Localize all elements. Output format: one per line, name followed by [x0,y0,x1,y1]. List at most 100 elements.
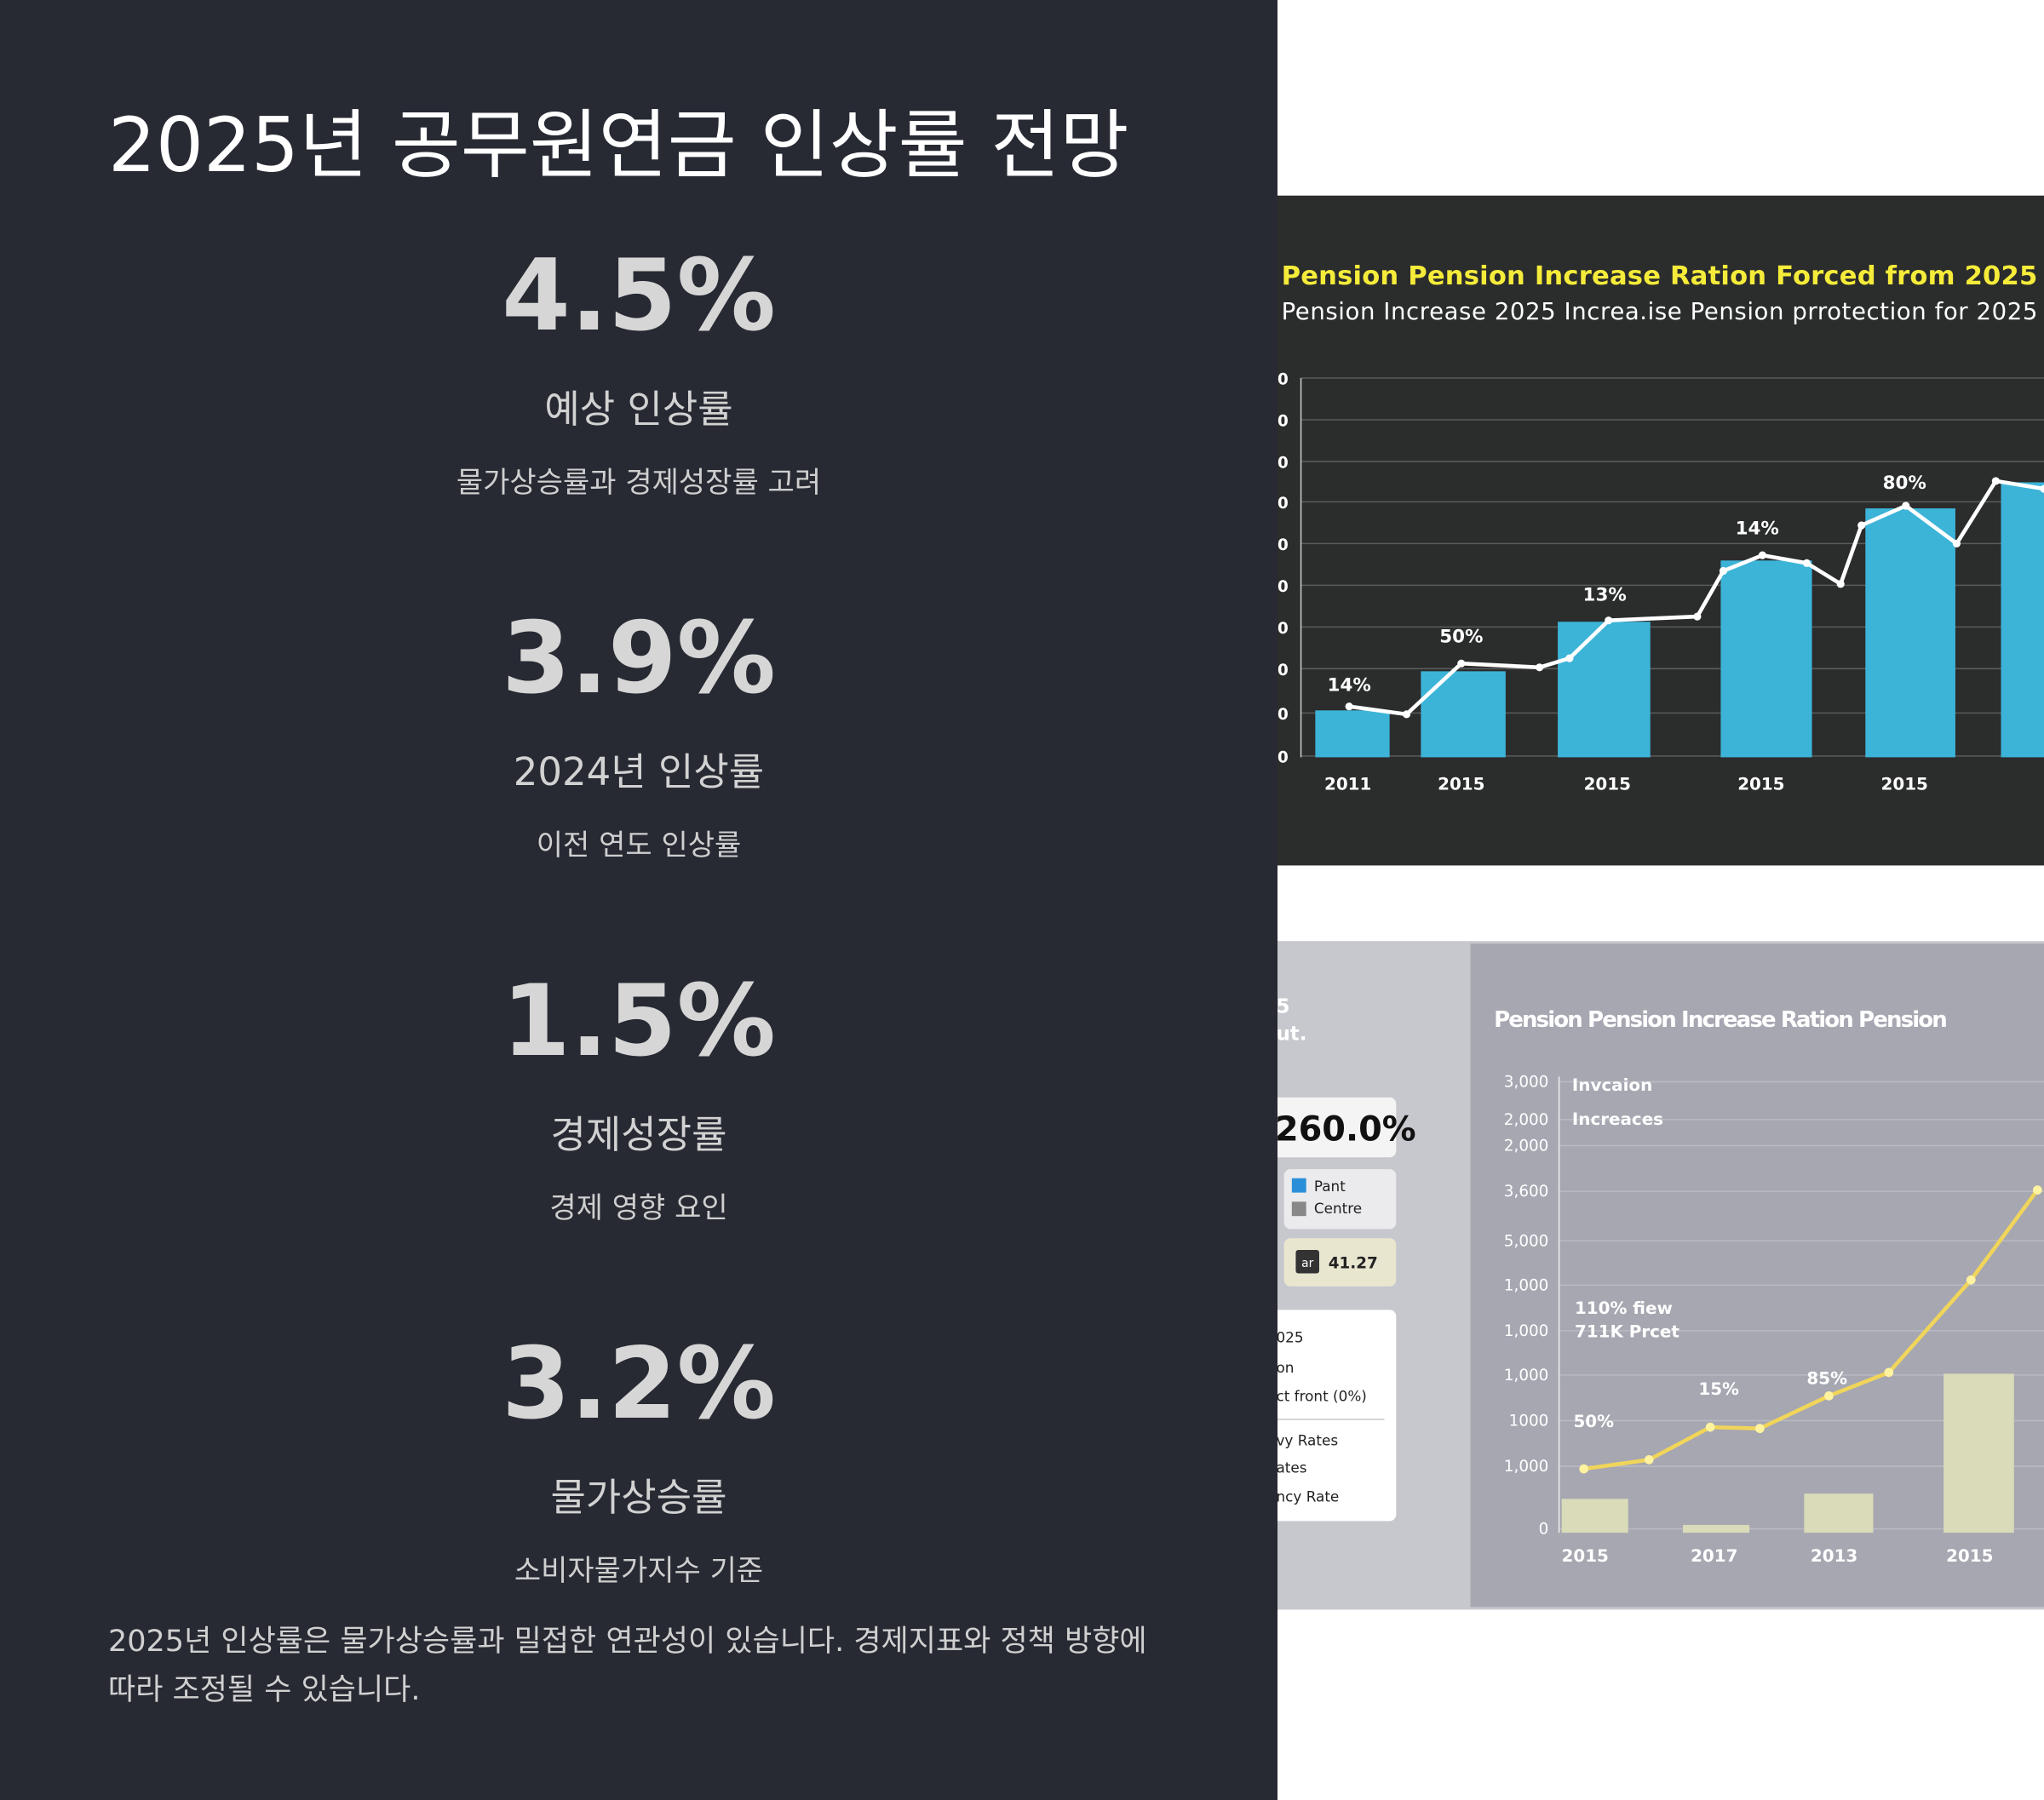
image-bar [1421,671,1506,758]
image-point [1991,477,2000,485]
image-point [1693,612,1702,621]
image-card-value: 260.0% [1278,1109,1416,1149]
image-annotation: Invcaion [1572,1075,1652,1095]
image-list-item: ates [1278,1459,1307,1476]
image-title: Pension Pension Increase Ration Forced f… [1282,261,2038,291]
image-point [1802,559,1811,567]
chart-image: Pension Pension Increase Ration Forced f… [1278,0,2044,1800]
image-axis-label: 0 [1278,455,1289,473]
image-point [2032,1185,2042,1195]
image-axis-label: 0 [1539,1521,1549,1539]
stat-desc: 물가상승률과 경제성장률 고려 [456,466,822,500]
image-side-text: 5 [1278,995,1289,1018]
stat-label: 경제성장률 [550,1112,727,1157]
image-x-label: 2015 [1562,1546,1609,1566]
image-x-label: 2015 [1584,775,1631,794]
image-axis-label: 3,600 [1504,1183,1549,1201]
image-axis-label: 2,000 [1504,1138,1549,1155]
image-x-label: 2015 [1881,775,1928,794]
image-bar-label: 14% [1736,519,1779,540]
image-point [1719,566,1728,576]
image-point [1565,654,1574,662]
stat: 1.5% 경제성장률 경제 영향 요인 [0,972,1278,1226]
image-point [1966,1275,1976,1285]
image-point [1824,1391,1834,1401]
image-side-text: ut. [1278,1023,1306,1046]
image-legend-icon [1291,1178,1306,1193]
image-x-label: 2015 [1946,1546,1993,1566]
image-axis-label: 0 [1278,495,1289,513]
image-axis-label: 0 [1278,413,1289,431]
image-x-label: 2011 [1324,775,1371,794]
image-annotation: 711K Prcet [1575,1322,1679,1342]
image-point [1345,702,1353,711]
image-axis-label: 1,000 [1504,1322,1549,1340]
image-bar [1720,560,1812,758]
image-list-item: vy Rates [1278,1432,1338,1449]
stat-desc: 이전 연도 인상률 [536,828,742,863]
image-x-label: 2015 [1438,775,1484,794]
stat-desc: 소비자물가지수 기준 [514,1554,764,1588]
image-x-label: 2015 [1737,775,1784,794]
image-bar [1315,710,1390,758]
image-axis-label: 0 [1278,620,1289,638]
image-annotation: 15% [1698,1379,1739,1399]
image-annotation: 110% fiew [1575,1298,1673,1318]
image-card [1278,1097,1397,1158]
image-axis-label: 3,000 [1504,1074,1549,1092]
image-point [1644,1455,1654,1465]
stat-label: 예상 인상률 [544,387,733,432]
image-axis-label: 1,000 [1504,1367,1549,1384]
image-bar [1683,1524,1750,1533]
stat-value: 1.5% [502,964,776,1079]
image-axis-label: 0 [1278,536,1289,554]
image-point [1836,580,1845,588]
image-badge-value: 41.27 [1329,1254,1378,1272]
image-axis-label: 0 [1278,706,1289,724]
image-point [1605,616,1613,625]
stat-label: 물가상승률 [550,1475,727,1520]
stat-value: 3.9% [502,601,776,716]
image-bar [1561,1499,1628,1533]
image-badge-text: ar [1301,1257,1313,1270]
image-point [2040,484,2044,493]
slide-title: 2025년 공무원연금 인상률 전망 [108,101,1129,189]
image-axis-label: 0 [1278,371,1289,389]
stat: 3.2% 물가상승률 소비자물가지수 기준 [0,1335,1278,1589]
image-line [1583,1189,2040,1471]
image-annotation: 85% [1806,1369,1847,1389]
image-annotation: 50% [1573,1412,1614,1431]
image-axis-label: 5,000 [1504,1232,1549,1250]
stat-label: 2024년 인상률 [513,749,765,794]
text-panel: 2025년 공무원연금 인상률 전망 4.5% 예상 인상률 물가상승률과 경제성장… [0,0,1278,1800]
image-line [1348,479,2044,717]
image-point [1758,551,1766,559]
image-legend-icon [1291,1201,1306,1217]
image-axis-label: 1,000 [1504,1458,1549,1476]
image-point [1952,539,1961,547]
image-bar [2001,482,2044,758]
image-axis-label: 0 [1278,578,1289,596]
image-bar [1558,622,1651,758]
stat: 4.5% 예상 인상률 물가상승률과 경제성장률 고려 [0,247,1278,501]
image-axis-label: 0 [1278,662,1289,679]
image-axis-label: 1000 [1509,1413,1549,1430]
footer-text: 2025년 인상률은 물가상승률과 밀접한 연관성이 있습니다. 경제지표와 정… [108,1625,1147,1707]
image-card [1278,1310,1397,1522]
image-list-item: ncy Rate [1278,1488,1339,1505]
image-point [1902,502,1910,510]
stat-desc: 경제 영향 요인 [549,1191,728,1225]
image-point [1457,659,1466,668]
image-bar [1804,1493,1874,1533]
image-bar [1944,1373,2014,1533]
image-card [1283,1169,1397,1230]
image-point [1579,1464,1589,1474]
image-subtitle: Pension Increase 2025 Increa.ise Pension… [1282,298,2038,325]
image-annotation: Increaces [1572,1109,1663,1129]
image-axis-label: 2,000 [1504,1111,1549,1129]
image-bar [1865,508,1955,758]
image-point [1884,1367,1894,1378]
image-axis-label: 0 [1278,749,1289,767]
image-badge [1295,1249,1319,1274]
